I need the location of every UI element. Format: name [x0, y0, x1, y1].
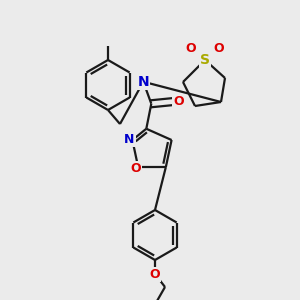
Text: O: O: [150, 268, 160, 281]
Text: O: O: [186, 41, 196, 55]
Text: S: S: [200, 53, 210, 67]
Text: N: N: [137, 75, 149, 89]
Text: N: N: [124, 133, 135, 146]
Text: O: O: [131, 162, 142, 175]
Text: O: O: [173, 95, 184, 108]
Text: O: O: [214, 41, 224, 55]
